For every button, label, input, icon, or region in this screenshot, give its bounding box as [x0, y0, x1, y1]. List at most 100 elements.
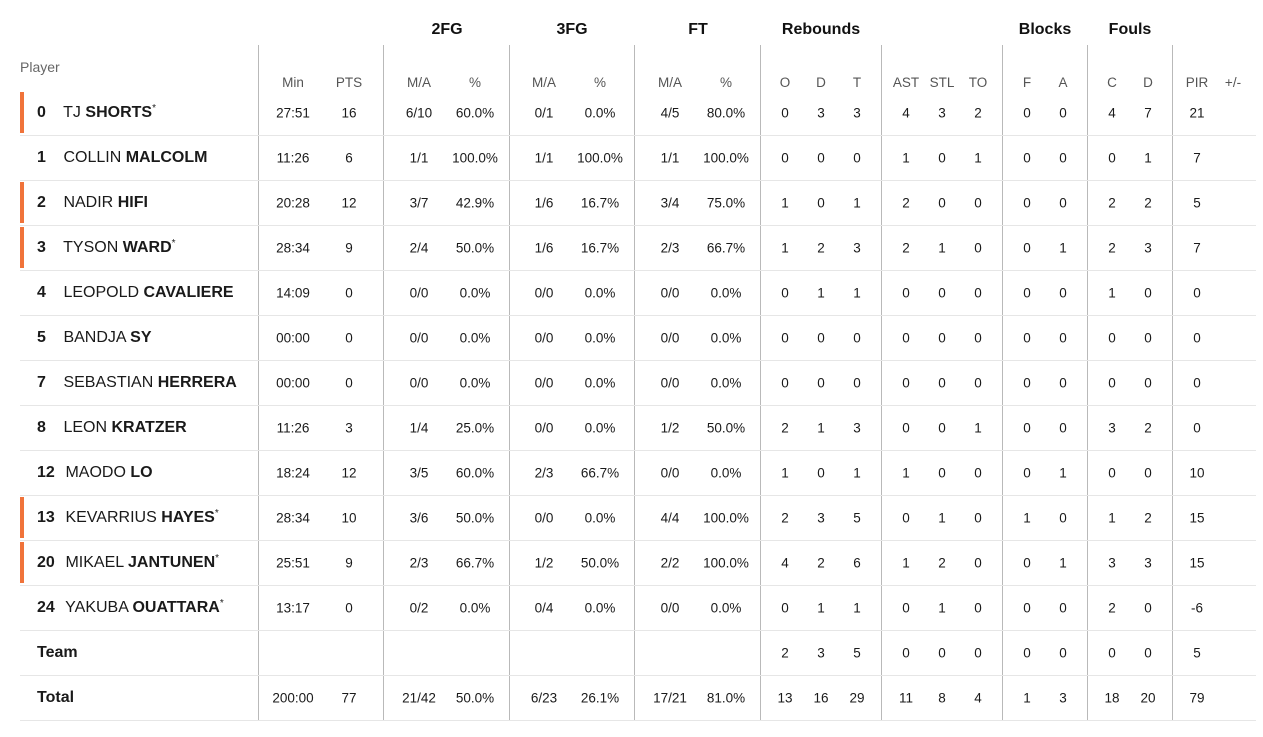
player-name[interactable]: 0 TJ SHORTS*: [37, 103, 156, 122]
stat-2fg-pct: 0.0%: [459, 375, 491, 390]
stat-2fg-pct: 0.0%: [459, 330, 491, 345]
jersey-number: 0: [37, 103, 46, 121]
column-header-stl: STL: [929, 75, 955, 90]
stat-reb-o: 2: [781, 420, 789, 435]
stat-blk-a: 1: [1059, 555, 1067, 570]
player-row[interactable]: 20 MIKAEL JANTUNEN* 25:51 9 2/3 66.7% 1/2 50.0…: [0, 540, 1263, 586]
stat-blk-f: 0: [1023, 555, 1031, 570]
jersey-number: 12: [37, 463, 55, 481]
stat-2fg-ma: 2/3: [409, 555, 429, 570]
stat-3fg-ma: 0/1: [534, 105, 554, 120]
jersey-number: 3: [37, 238, 46, 256]
stat-2fg-pct: 50.0%: [455, 240, 495, 255]
stat-blk-f: 0: [1023, 375, 1031, 390]
stat-3fg-pct: 66.7%: [580, 465, 620, 480]
stat-2fg-pct: 0.0%: [459, 285, 491, 300]
stat-3fg-pct: 50.0%: [580, 555, 620, 570]
stat-2fg-pct: 50.0%: [455, 690, 495, 705]
stat-3fg-ma: 0/0: [534, 420, 554, 435]
stat-blk-a: 0: [1059, 600, 1067, 615]
stat-fouls-d: 0: [1144, 465, 1152, 480]
stat-reb-t: 0: [853, 330, 861, 345]
column-header-ft-ma: M/A: [657, 75, 683, 90]
stat-fouls-d: 3: [1144, 240, 1152, 255]
stat-min: 20:28: [276, 195, 310, 210]
player-row[interactable]: 12 MAODO LO 18:24 12 3/5 60.0% 2/3 66.7% 0/0 0.0…: [0, 450, 1263, 496]
stat-stl: 0: [938, 465, 946, 480]
stat-blk-f: 0: [1023, 645, 1031, 660]
stat-ft-pct: 75.0%: [706, 195, 746, 210]
player-name[interactable]: 12 MAODO LO: [37, 464, 153, 482]
starter-mark: *: [171, 237, 176, 249]
stat-pir: 21: [1189, 105, 1205, 120]
stat-2fg-ma: 0/2: [409, 600, 429, 615]
jersey-number: 1: [37, 148, 46, 166]
last-name: SHORTS: [85, 103, 153, 121]
stat-reb-o: 0: [781, 330, 789, 345]
player-row[interactable]: 3 TYSON WARD* 28:34 9 2/4 50.0% 1/6 16.7% 2/3 66…: [0, 225, 1263, 271]
row-divider: [20, 135, 1256, 136]
stat-stl: 3: [938, 105, 946, 120]
row-label-text: Team: [37, 643, 78, 661]
last-name: MALCOLM: [125, 148, 208, 166]
stat-2fg-ma: 2/4: [409, 240, 429, 255]
player-row[interactable]: 13 KEVARRIUS HAYES* 28:34 10 3/6 50.0% 0/0 0.0…: [0, 495, 1263, 541]
stat-to: 0: [974, 555, 982, 570]
stat-ast: 4: [902, 105, 910, 120]
player-row[interactable]: 2 NADIR HIFI 20:28 12 3/7 42.9% 1/6 16.7% 3/4 75…: [0, 180, 1263, 226]
stat-blk-f: 0: [1023, 600, 1031, 615]
last-name: HIFI: [117, 193, 148, 211]
column-divider: [1002, 45, 1003, 720]
stat-2fg-ma: 6/10: [405, 105, 433, 120]
stat-2fg-pct: 100.0%: [452, 150, 498, 165]
stat-2fg-ma: 3/7: [409, 195, 429, 210]
player-row[interactable]: 1 COLLIN MALCOLM 11:26 6 1/1 100.0% 1/1 100.0%…: [0, 135, 1263, 181]
stat-3fg-ma: 0/0: [534, 285, 554, 300]
stat-fouls-c: 3: [1108, 555, 1116, 570]
stat-fouls-c: 1: [1108, 285, 1116, 300]
stat-3fg-ma: 0/0: [534, 375, 554, 390]
stat-3fg-pct: 16.7%: [580, 195, 620, 210]
stat-min: 200:00: [272, 690, 314, 705]
stat-fouls-d: 2: [1144, 195, 1152, 210]
stat-blk-a: 0: [1059, 420, 1067, 435]
player-name[interactable]: 1 COLLIN MALCOLM: [37, 149, 207, 167]
player-name[interactable]: 8 LEON KRATZER: [37, 419, 187, 437]
group-header-ft: FT: [688, 21, 708, 38]
player-name[interactable]: 2 NADIR HIFI: [37, 194, 148, 212]
player-name[interactable]: 3 TYSON WARD*: [37, 237, 176, 257]
last-name: LO: [130, 463, 153, 481]
player-name[interactable]: 13 KEVARRIUS HAYES*: [37, 508, 219, 527]
player-row[interactable]: 24 YAKUBA OUATTARA* 13:17 0 0/2 0.0% 0/4 0.0% 0…: [0, 585, 1263, 631]
stat-ft-pct: 0.0%: [710, 465, 742, 480]
stat-stl: 1: [938, 240, 946, 255]
player-row[interactable]: 8 LEON KRATZER 11:26 3 1/4 25.0% 0/0 0.0% 1/2 50…: [0, 405, 1263, 451]
player-row[interactable]: 5 BANDJA SY 00:00 0 0/0 0.0% 0/0 0.0% 0/0 0.0% 0 0…: [0, 315, 1263, 361]
stat-min: 14:09: [276, 285, 310, 300]
stat-stl: 0: [938, 150, 946, 165]
stat-ft-pct: 100.0%: [703, 150, 749, 165]
stat-reb-d: 0: [817, 195, 825, 210]
stat-reb-d: 1: [817, 420, 825, 435]
player-row[interactable]: 0 TJ SHORTS* 27:51 16 6/10 60.0% 0/1 0.0% 4/5 80…: [0, 90, 1263, 136]
stat-blk-f: 0: [1023, 465, 1031, 480]
stat-reb-o: 2: [781, 510, 789, 525]
stat-reb-d: 16: [813, 690, 829, 705]
player-name[interactable]: 4 LEOPOLD CAVALIERE: [37, 284, 234, 302]
player-name[interactable]: 20 MIKAEL JANTUNEN*: [37, 553, 219, 572]
player-name[interactable]: 24 YAKUBA OUATTARA*: [37, 598, 224, 617]
stat-blk-f: 1: [1023, 510, 1031, 525]
player-name[interactable]: 5 BANDJA SY: [37, 329, 152, 347]
stat-min: 13:17: [276, 600, 310, 615]
player-row[interactable]: 4 LEOPOLD CAVALIERE 14:09 0 0/0 0.0% 0/0 0.0% 0…: [0, 270, 1263, 316]
player-row[interactable]: 7 SEBASTIAN HERRERA 00:00 0 0/0 0.0% 0/0 0.0% 0…: [0, 360, 1263, 406]
stat-pts: 3: [345, 420, 353, 435]
first-name: LEOPOLD: [63, 283, 140, 301]
stat-blk-f: 0: [1023, 150, 1031, 165]
column-header-reb-o: O: [779, 75, 791, 90]
stat-to: 4: [974, 690, 982, 705]
player-name[interactable]: 7 SEBASTIAN HERRERA: [37, 374, 237, 392]
stat-2fg-pct: 42.9%: [455, 195, 495, 210]
stat-3fg-pct: 26.1%: [580, 690, 620, 705]
stat-2fg-ma: 1/1: [409, 150, 429, 165]
